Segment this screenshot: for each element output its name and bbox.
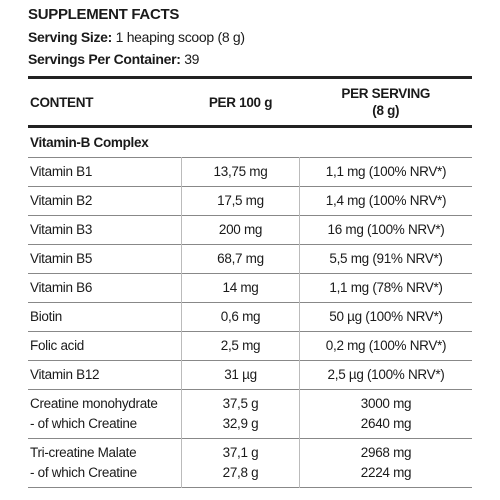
title: SUPPLEMENT FACTS (28, 6, 180, 23)
cell: 5,5 mg (91% NRV*) (299, 244, 472, 274)
cell-line: 16 mg (100% NRV*) (327, 222, 445, 237)
cell: 200 mg (181, 215, 300, 245)
cell-line: CONTENT (30, 94, 94, 110)
cell-line: Vitamin B5 (30, 251, 93, 266)
cell-line: 1,1 mg (100% NRV*) (325, 164, 447, 179)
cell: 1,1 mg (78% NRV*) (299, 273, 472, 303)
cell: Vitamin B2 (28, 187, 182, 216)
cell-line: 27,8 g (222, 465, 259, 480)
cell-line: 0,2 mg (100% NRV*) (325, 338, 447, 353)
cell: Folic acid (28, 332, 182, 361)
cell: 2,5 µg (100% NRV*) (299, 360, 472, 390)
cell-line: PER 100 g (208, 94, 273, 110)
cell-line: 32,9 g (222, 416, 259, 431)
cell: 16 mg (100% NRV*) (299, 215, 472, 245)
cell: 13,75 mg (181, 157, 300, 187)
cell-line: 17,5 mg (217, 193, 264, 208)
row: Vitamin B3 200 mg 16 mg (100% NRV*) (28, 215, 472, 245)
cell-line: 200 mg (218, 222, 263, 237)
cell-line: 31 µg (224, 367, 257, 382)
cell: 0,6 mg (181, 302, 300, 332)
cell-line: 2224 mg (360, 465, 412, 480)
serving-size: Serving Size: 1 heaping scoop (8 g) (28, 26, 472, 48)
cell-line: 2,5 mg (220, 338, 261, 353)
cell: 3000 mg 2640 mg (299, 389, 472, 439)
cell-line: 0,6 mg (220, 309, 261, 324)
cell: Tri-creatine Malate - of which Creatine (28, 439, 182, 488)
section-title: Vitamin-B Complex (30, 135, 149, 150)
cell-line: 1,1 mg (78% NRV*) (329, 280, 443, 295)
cell-line: Vitamin B12 (30, 367, 100, 382)
cell: Creatine monohydrate - of which Creatine (28, 390, 182, 439)
cell: Vitamin B6 (28, 274, 182, 303)
cell-line: 68,7 mg (217, 251, 264, 266)
cell: Vitamin B5 (28, 245, 182, 274)
row: Biotin 0,6 mg 50 µg (100% NRV*) (28, 302, 472, 332)
row: Vitamin B6 14 mg 1,1 mg (78% NRV*) (28, 273, 472, 303)
cell-line: Creatine monohydrate (30, 396, 158, 411)
cell-line: 1,4 mg (100% NRV*) (325, 193, 447, 208)
supplement-facts: SUPPLEMENT FACTS Serving Size: 1 heaping… (28, 4, 472, 488)
cell-line: 37,5 g (222, 396, 259, 411)
servings-per-container: Servings Per Container: 39 (28, 48, 472, 70)
cell-line: 2,5 µg (100% NRV*) (327, 367, 445, 382)
column-header: PER SERVING (8 g) (300, 78, 473, 127)
row: Folic acid 2,5 mg 0,2 mg (100% NRV*) (28, 331, 472, 361)
cell: 50 µg (100% NRV*) (299, 302, 472, 332)
table-body: Vitamin-B Complex Vitamin B1 13,75 mg 1,1 … (28, 127, 472, 488)
cell: 1,4 mg (100% NRV*) (299, 186, 472, 216)
cell: 31 µg (181, 360, 300, 390)
section-row: Vitamin-B Complex (28, 127, 472, 158)
label: Serving Size: (28, 29, 113, 45)
row: Vitamin B5 68,7 mg 5,5 mg (91% NRV*) (28, 244, 472, 274)
cell: 68,7 mg (181, 244, 300, 274)
cell-line: 13,75 mg (213, 164, 268, 179)
column-header: PER 100 g (182, 78, 300, 127)
row: Vitamin B12 31 µg 2,5 µg (100% NRV*) (28, 360, 472, 390)
column-header: CONTENT (28, 78, 182, 127)
row: Creatine monohydrate - of which Creatine 3… (28, 389, 472, 439)
cell: 37,5 g 32,9 g (181, 389, 300, 439)
cell-line: 3000 mg (360, 396, 412, 411)
cell-line: Biotin (30, 309, 62, 324)
cell-line: Tri-creatine Malate (30, 445, 137, 460)
cell: Vitamin B12 (28, 361, 182, 390)
cell-line: 2968 mg (360, 445, 412, 460)
header-row: CONTENT PER 100 g PER SERVING (8 g) (28, 78, 472, 127)
cell-line: - of which Creatine (30, 465, 137, 480)
value: 39 (184, 51, 200, 67)
cell: 17,5 mg (181, 186, 300, 216)
cell-line: 37,1 g (222, 445, 259, 460)
cell-line: 2640 mg (360, 416, 412, 431)
row: Vitamin B1 13,75 mg 1,1 mg (100% NRV*) (28, 157, 472, 187)
label: Servings Per Container: (28, 51, 181, 67)
cell-line: Vitamin B6 (30, 280, 93, 295)
value: 1 heaping scoop (8 g) (115, 29, 245, 45)
cell-line: 14 mg (222, 280, 259, 295)
cell: Biotin (28, 303, 182, 332)
cell-line: Vitamin B2 (30, 193, 93, 208)
row: Tri-creatine Malate - of which Creatine 37… (28, 438, 472, 488)
cell-line: Folic acid (30, 338, 85, 353)
cell-line: 5,5 mg (91% NRV*) (329, 251, 443, 266)
cell: 1,1 mg (100% NRV*) (299, 157, 472, 187)
cell-line: Vitamin B1 (30, 164, 93, 179)
facts-table: CONTENT PER 100 g PER SERVING (8 g) Vitamin… (28, 76, 472, 488)
cell: 37,1 g 27,8 g (181, 438, 300, 488)
cell: Vitamin B3 (28, 216, 182, 245)
cell: 14 mg (181, 273, 300, 303)
cell-line: PER SERVING (341, 86, 431, 101)
cell-line: - of which Creatine (30, 416, 137, 431)
row: Vitamin B2 17,5 mg 1,4 mg (100% NRV*) (28, 186, 472, 216)
cell-line: (8 g) (372, 103, 400, 118)
cell-line: Vitamin B3 (30, 222, 93, 237)
cell-line: 50 µg (100% NRV*) (329, 309, 443, 324)
cell: Vitamin B1 (28, 158, 182, 187)
cell: 0,2 mg (100% NRV*) (299, 331, 472, 361)
cell: 2968 mg 2224 mg (299, 438, 472, 488)
cell: 2,5 mg (181, 331, 300, 361)
